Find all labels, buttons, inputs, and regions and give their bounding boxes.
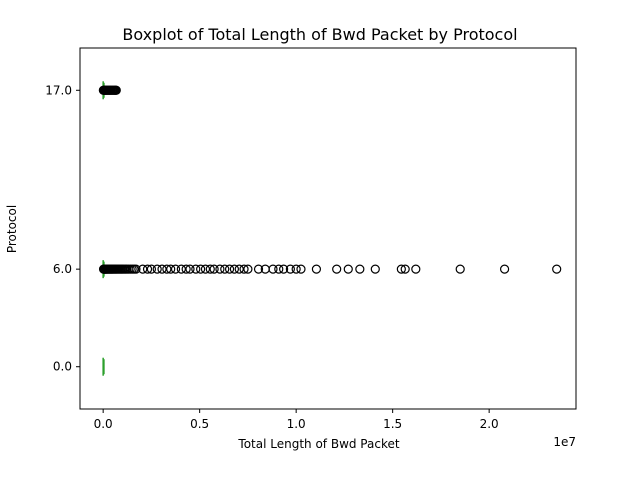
outlier-point [131, 264, 141, 274]
outlier-point [279, 264, 289, 274]
outlier-point [499, 264, 510, 274]
outlier-point [291, 264, 301, 274]
outlier-point [234, 264, 244, 274]
outlier-point [455, 264, 465, 274]
outlier-point [311, 264, 322, 274]
outlier-point [296, 264, 306, 274]
outlier-point [220, 264, 230, 274]
outlier-point [205, 264, 215, 274]
x-tick-label: 2.0 [480, 417, 499, 431]
outlier-point [146, 264, 157, 274]
box-series [98, 260, 562, 279]
outlier-point [268, 264, 278, 274]
y-tick-label: 0.0 [53, 360, 72, 374]
outlier-point [274, 264, 284, 274]
outlier-point [239, 264, 249, 274]
y-tick-label: 6.0 [53, 262, 72, 276]
outlier-point [185, 264, 195, 274]
x-tick-label: 1.0 [287, 417, 306, 431]
x-tick-label: 1.5 [383, 417, 402, 431]
x-axis-label: Total Length of Bwd Packet [237, 437, 399, 451]
box-series [102, 357, 105, 376]
outlier-point [170, 264, 181, 274]
outlier-point [111, 85, 121, 95]
outlier-point [355, 264, 365, 274]
axis-ticks: 0.0 0.5 1.0 1.5 2.0 0.0 6.0 17.0 [45, 83, 498, 431]
outlier-point [370, 264, 380, 274]
outlier-point [181, 264, 191, 274]
x-tick-label: 0.0 [94, 417, 113, 431]
outlier-point [142, 264, 153, 274]
outlier-point [215, 264, 225, 274]
box-series [98, 81, 121, 100]
outlier-point [176, 264, 186, 274]
outlier-point [411, 264, 421, 274]
outlier-point [166, 264, 176, 274]
outlier-point [552, 264, 562, 274]
outlier-point [196, 264, 206, 274]
outlier-point [243, 264, 253, 274]
outlier-point [400, 264, 410, 274]
x-tick-label: 0.5 [190, 417, 209, 431]
plot-area [98, 81, 562, 376]
x-axis-offset-label: 1e7 [553, 435, 576, 449]
outlier-point [191, 264, 201, 274]
outlier-point [138, 264, 148, 274]
y-tick-label: 17.0 [45, 83, 72, 97]
plot-frame [79, 47, 577, 410]
outlier-point [162, 264, 172, 274]
outlier-point [253, 264, 264, 274]
outlier-point [285, 264, 295, 274]
outlier-point [229, 264, 239, 274]
outlier-point [157, 264, 167, 274]
outlier-point [209, 264, 219, 274]
outlier-point [332, 264, 342, 274]
outlier-point [396, 264, 406, 274]
outlier-point [152, 264, 162, 274]
outlier-point [200, 264, 211, 274]
chart-title: Boxplot of Total Length of Bwd Packet by… [122, 25, 517, 44]
y-axis-label: Protocol [5, 205, 19, 253]
outlier-point [343, 264, 353, 274]
outlier-point [224, 264, 235, 274]
